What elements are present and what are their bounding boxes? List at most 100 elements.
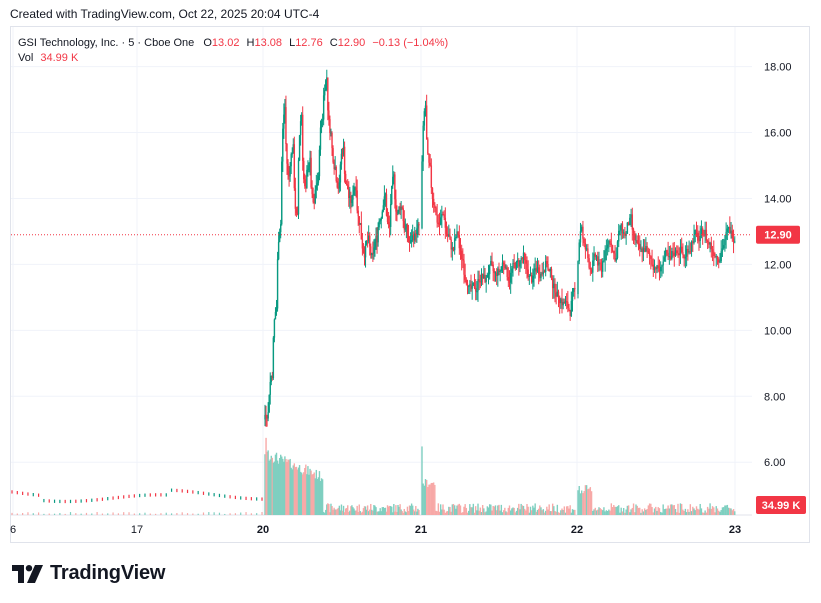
volume-bar: [202, 512, 205, 515]
volume-bar: [407, 511, 410, 515]
candle-body: [637, 242, 640, 245]
candle-body: [662, 261, 664, 266]
candle-body: [369, 235, 371, 247]
last-price-badge: [756, 225, 800, 244]
volume-bar: [530, 510, 533, 515]
volume-bar: [669, 504, 672, 515]
close-value: 12.90: [337, 37, 366, 49]
volume-bar: [718, 510, 720, 515]
candle-body: [328, 110, 330, 120]
volume-bar: [418, 510, 420, 515]
volume-bar: [706, 506, 709, 515]
volume-row: Vol 34.99 K: [18, 51, 448, 66]
volume-bar: [685, 512, 688, 515]
candle-body: [614, 253, 616, 261]
volume-bar: [498, 504, 500, 515]
volume-bar: [701, 512, 704, 515]
tradingview-brand-name: TradingView: [50, 562, 166, 584]
volume-bar: [592, 510, 594, 515]
volume-bar: [331, 506, 333, 515]
candle-body: [388, 224, 391, 227]
volume-bar: [508, 505, 511, 515]
candle-body: [429, 162, 431, 166]
volume-bar: [289, 458, 291, 515]
volume-bar: [714, 512, 716, 515]
candle-body: [579, 231, 582, 243]
volume-bar: [430, 482, 433, 515]
volume-bar: [391, 506, 393, 515]
volume-bar: [267, 450, 269, 515]
volume-bar: [500, 504, 503, 515]
volume-bar: [614, 506, 616, 515]
candle-body: [472, 282, 475, 286]
candle-body: [685, 248, 688, 257]
candle-body: [265, 414, 267, 417]
candle-body: [674, 250, 677, 256]
volume-bar: [481, 505, 484, 515]
volume-bar: [315, 469, 318, 515]
volume-bar: [679, 503, 682, 515]
candle-body: [367, 235, 370, 241]
volume-bar: [406, 506, 409, 515]
volume-bar: [582, 493, 584, 515]
candle-body: [335, 166, 337, 181]
candle-body: [416, 228, 418, 235]
volume-bar: [299, 471, 302, 515]
candle-body: [360, 223, 363, 240]
volume-bar: [589, 487, 592, 515]
candle-body: [647, 250, 650, 253]
candle-body: [414, 233, 416, 241]
volume-bar: [373, 504, 375, 515]
volume-bar: [513, 507, 515, 515]
volume-bar: [581, 490, 583, 515]
candle-body: [700, 228, 703, 236]
volume-bar: [451, 504, 454, 515]
candle-body: [620, 223, 622, 231]
volume-bar: [502, 510, 505, 515]
volume-bar: [499, 510, 501, 515]
volume-bar: [85, 512, 88, 515]
volume-bar: [376, 511, 378, 515]
candle-body: [445, 227, 448, 234]
candle-body: [522, 252, 525, 259]
candle-body: [679, 246, 682, 256]
x-tick-label: 21: [415, 524, 427, 536]
volume-bar: [550, 511, 553, 515]
volume-bar: [583, 491, 585, 515]
volume-bar: [425, 480, 428, 515]
volume-bar: [622, 507, 625, 515]
volume-bar: [604, 511, 606, 515]
volume-bar: [677, 503, 679, 515]
candle-body: [322, 95, 325, 120]
symbol-label[interactable]: GSI Technology, Inc. · 5 · Cboe One: [18, 37, 195, 49]
volume-bar: [703, 512, 705, 515]
volume-bar: [453, 505, 456, 515]
volume-bar: [256, 513, 258, 515]
candle-body: [350, 196, 352, 203]
volume-bar: [356, 505, 358, 515]
tradingview-logo[interactable]: TradingView: [12, 562, 165, 585]
candle-body: [667, 252, 669, 257]
volume-bar: [277, 463, 280, 515]
volume-bar: [281, 456, 283, 515]
candle-body: [425, 105, 428, 140]
candle-body: [698, 240, 700, 242]
volume-bar: [139, 513, 141, 515]
candle-body: [682, 252, 684, 255]
volume-bar: [458, 503, 461, 515]
volume-bar: [683, 510, 685, 515]
volume-bar: [357, 511, 359, 515]
candle-body: [508, 280, 511, 283]
volume-bar: [690, 511, 693, 515]
volume-bar: [309, 468, 311, 515]
candle-body: [381, 211, 383, 218]
candle-body: [530, 275, 533, 283]
candle-body: [375, 236, 377, 243]
candle-body: [430, 165, 433, 188]
candle-body: [636, 240, 638, 243]
volume-bar: [351, 505, 353, 515]
volume-bar: [355, 510, 357, 515]
candle-body: [645, 246, 647, 252]
volume-bar: [394, 511, 396, 515]
